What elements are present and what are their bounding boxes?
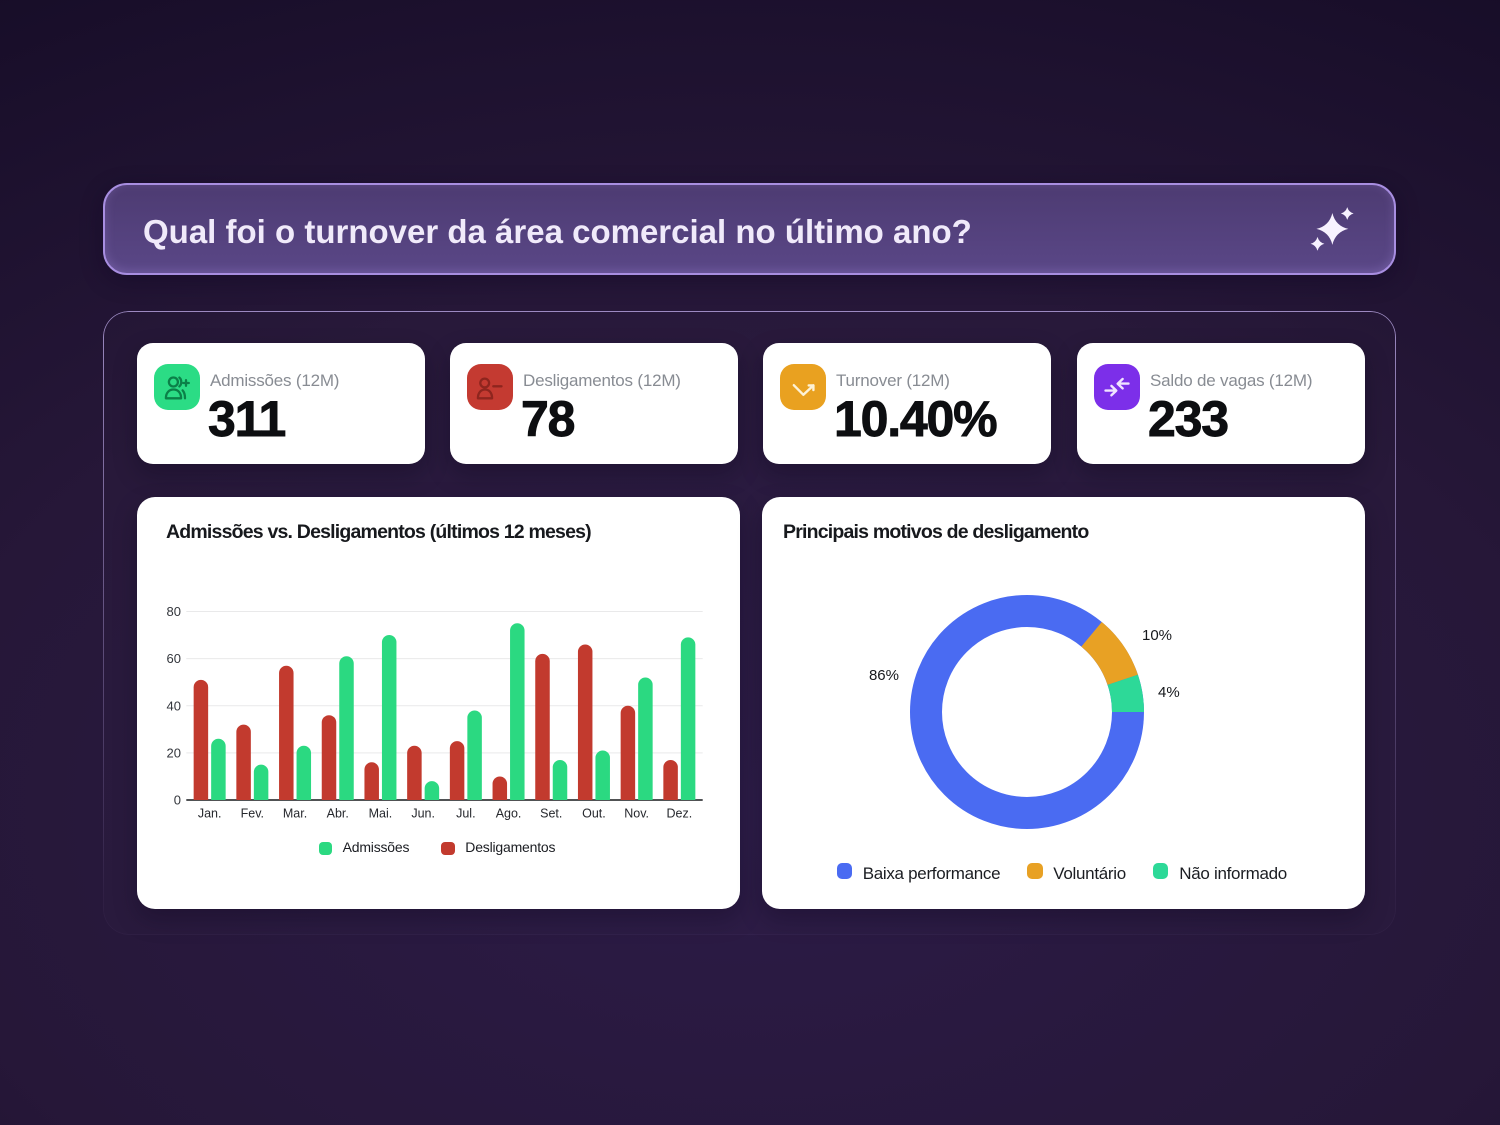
svg-text:Mar.: Mar. (283, 807, 307, 821)
svg-text:Jun.: Jun. (411, 807, 435, 821)
svg-text:60: 60 (167, 651, 181, 666)
svg-text:Jan.: Jan. (198, 807, 222, 821)
svg-text:20: 20 (167, 745, 181, 760)
svg-text:0: 0 (174, 793, 181, 808)
svg-text:80: 80 (167, 604, 181, 619)
svg-text:Ago.: Ago. (496, 807, 522, 821)
svg-text:Dez.: Dez. (666, 807, 692, 821)
svg-text:Mai.: Mai. (369, 807, 393, 821)
svg-text:Out.: Out. (582, 807, 606, 821)
svg-text:Fev.: Fev. (241, 807, 264, 821)
svg-text:Jul.: Jul. (456, 807, 475, 821)
svg-text:Abr.: Abr. (327, 807, 349, 821)
svg-text:Set.: Set. (540, 807, 562, 821)
svg-text:Nov.: Nov. (624, 807, 649, 821)
svg-text:40: 40 (167, 698, 181, 713)
